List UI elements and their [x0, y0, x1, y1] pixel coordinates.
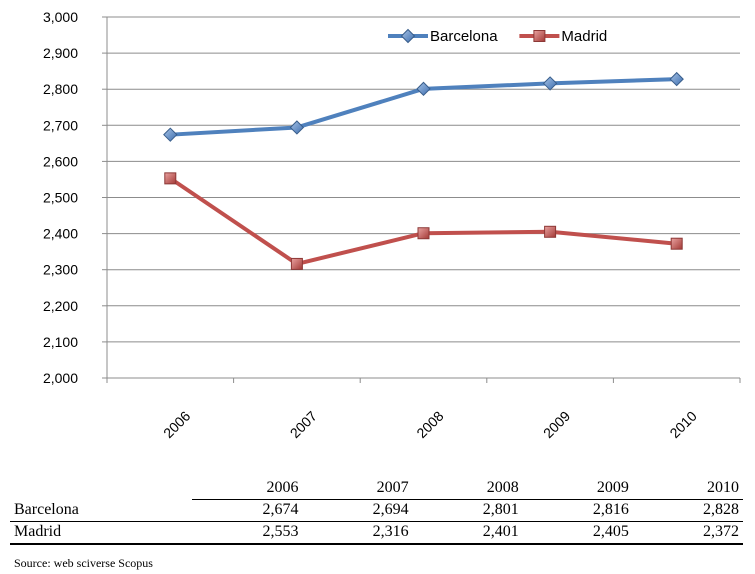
series-lines: [163, 71, 684, 270]
legend-marker-madrid: [533, 30, 546, 42]
table-row-madrid: Madrid 2,553 2,316 2,401 2,405 2,372: [10, 521, 743, 545]
x-tick-label: 2009: [540, 408, 573, 441]
series-line-madrid: [168, 176, 679, 266]
table-corner-cell: [10, 478, 192, 500]
table-cell: 2,694: [302, 499, 413, 522]
x-tick-label: 2010: [666, 408, 699, 441]
y-tick-label: 2,600: [43, 153, 78, 169]
data-point-madrid: [164, 172, 177, 185]
table-cell: 2,674: [192, 499, 303, 522]
data-point-barcelona: [542, 76, 558, 91]
table-header-2007: 2007: [302, 478, 413, 500]
table-header-2009: 2009: [522, 478, 633, 500]
data-table: 2006 2007 2008 2009 2010 Barcelona 2,674…: [10, 478, 743, 545]
table-header-2010: 2010: [632, 478, 743, 500]
table-header-row: 2006 2007 2008 2009 2010: [10, 478, 743, 500]
x-tick-label: 2008: [413, 408, 446, 441]
table-row-barcelona: Barcelona 2,674 2,694 2,801 2,816 2,828: [10, 499, 743, 522]
table-cell: 2,316: [302, 521, 413, 545]
data-point-barcelona: [416, 81, 431, 97]
table-cell: 2,801: [412, 499, 523, 522]
data-point-barcelona: [289, 120, 305, 135]
legend-label-barcelona: Barcelona: [430, 28, 498, 45]
table-cell: 2,828: [632, 499, 743, 522]
line-chart: 2,000 2,100 2,200 2,300 2,400 2,500 2,600 2,700…: [43, 9, 741, 441]
y-tick-label: 2,100: [43, 334, 78, 350]
y-tick-label: 2,700: [43, 117, 78, 133]
x-tick-label: 2006: [160, 408, 193, 441]
data-point-madrid: [290, 257, 303, 270]
table-cell: 2,401: [412, 521, 523, 545]
legend: Barcelona Madrid: [388, 28, 607, 45]
table-header-2008: 2008: [412, 478, 523, 500]
y-tick-label: 2,200: [43, 298, 78, 314]
y-tick-label: 2,800: [43, 81, 78, 97]
data-point-barcelona: [669, 71, 684, 87]
x-tick-label: 2007: [287, 408, 320, 441]
gridlines: [107, 16, 740, 343]
source-note: Source: web sciverse Scopus: [14, 556, 153, 570]
y-tick-label: 3,000: [43, 9, 78, 25]
table-cell: 2,816: [522, 499, 633, 522]
axes: [102, 16, 741, 383]
table-cell: 2,553: [192, 521, 303, 545]
table-header-2006: 2006: [192, 478, 303, 500]
y-tick-label: 2,400: [43, 226, 78, 242]
y-tick-labels: 2,000 2,100 2,200 2,300 2,400 2,500 2,600 2,700…: [43, 9, 78, 386]
data-point-madrid: [670, 237, 683, 250]
y-tick-label: 2,500: [43, 190, 78, 206]
y-tick-label: 2,000: [43, 370, 78, 386]
table-cell: 2,372: [632, 521, 743, 545]
table-row-label: Barcelona: [10, 499, 193, 522]
data-point-barcelona: [163, 127, 178, 142]
table-row-label: Madrid: [10, 521, 193, 545]
y-tick-label: 2,300: [43, 262, 78, 278]
y-tick-label: 2,900: [43, 45, 78, 61]
legend-marker-barcelona: [400, 28, 416, 44]
x-tick-labels: 2006 2007 2008 2009 2010: [160, 408, 700, 441]
legend-label-madrid: Madrid: [561, 28, 607, 45]
table-cell: 2,405: [522, 521, 633, 545]
data-point-madrid: [417, 227, 430, 240]
data-point-madrid: [544, 225, 557, 238]
